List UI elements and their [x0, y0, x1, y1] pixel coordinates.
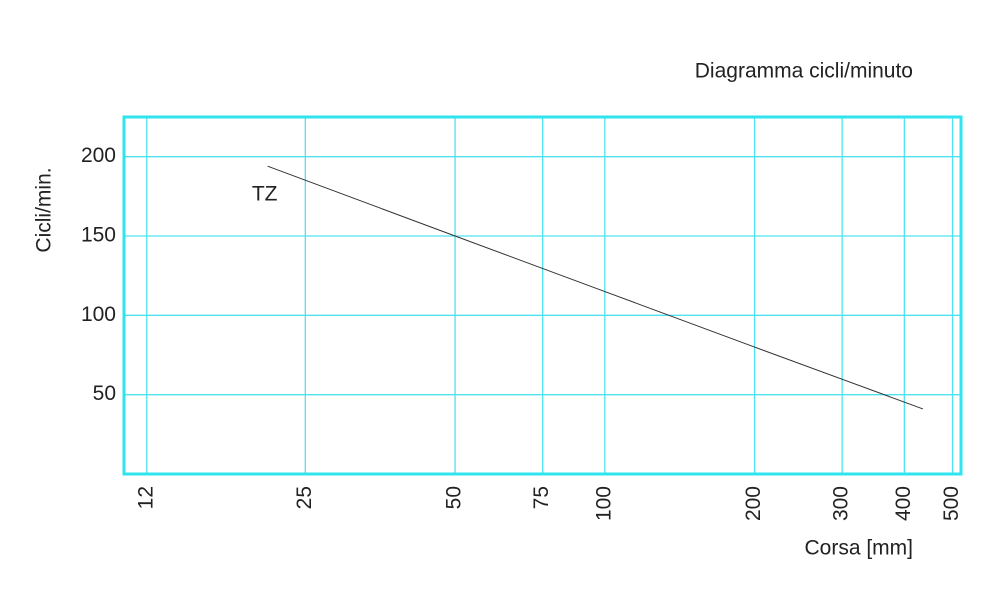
- y-axis-label: Cicli/min.: [33, 167, 56, 252]
- y-tick-label: 150: [81, 224, 116, 247]
- plot-frame: [122, 115, 963, 476]
- y-tick-label: 100: [81, 303, 116, 326]
- x-tick-label: 75: [530, 486, 553, 509]
- x-tick-label: 100: [592, 486, 615, 521]
- x-axis-label: Corsa [mm]: [804, 537, 913, 560]
- x-tick-label: 500: [940, 486, 963, 521]
- data-line: [267, 165, 924, 410]
- series-label: TZ: [252, 183, 278, 206]
- x-tick-label: 12: [134, 486, 157, 509]
- y-tick-label: 200: [81, 144, 116, 167]
- chart-title: Diagramma cicli/minuto: [695, 60, 913, 83]
- x-tick-label: 200: [742, 486, 765, 521]
- x-tick-label: 300: [830, 486, 853, 521]
- x-tick-label: 400: [892, 486, 915, 521]
- x-tick-label: 25: [293, 486, 316, 509]
- y-tick-label: 50: [93, 382, 116, 405]
- x-tick-label: 50: [443, 486, 466, 509]
